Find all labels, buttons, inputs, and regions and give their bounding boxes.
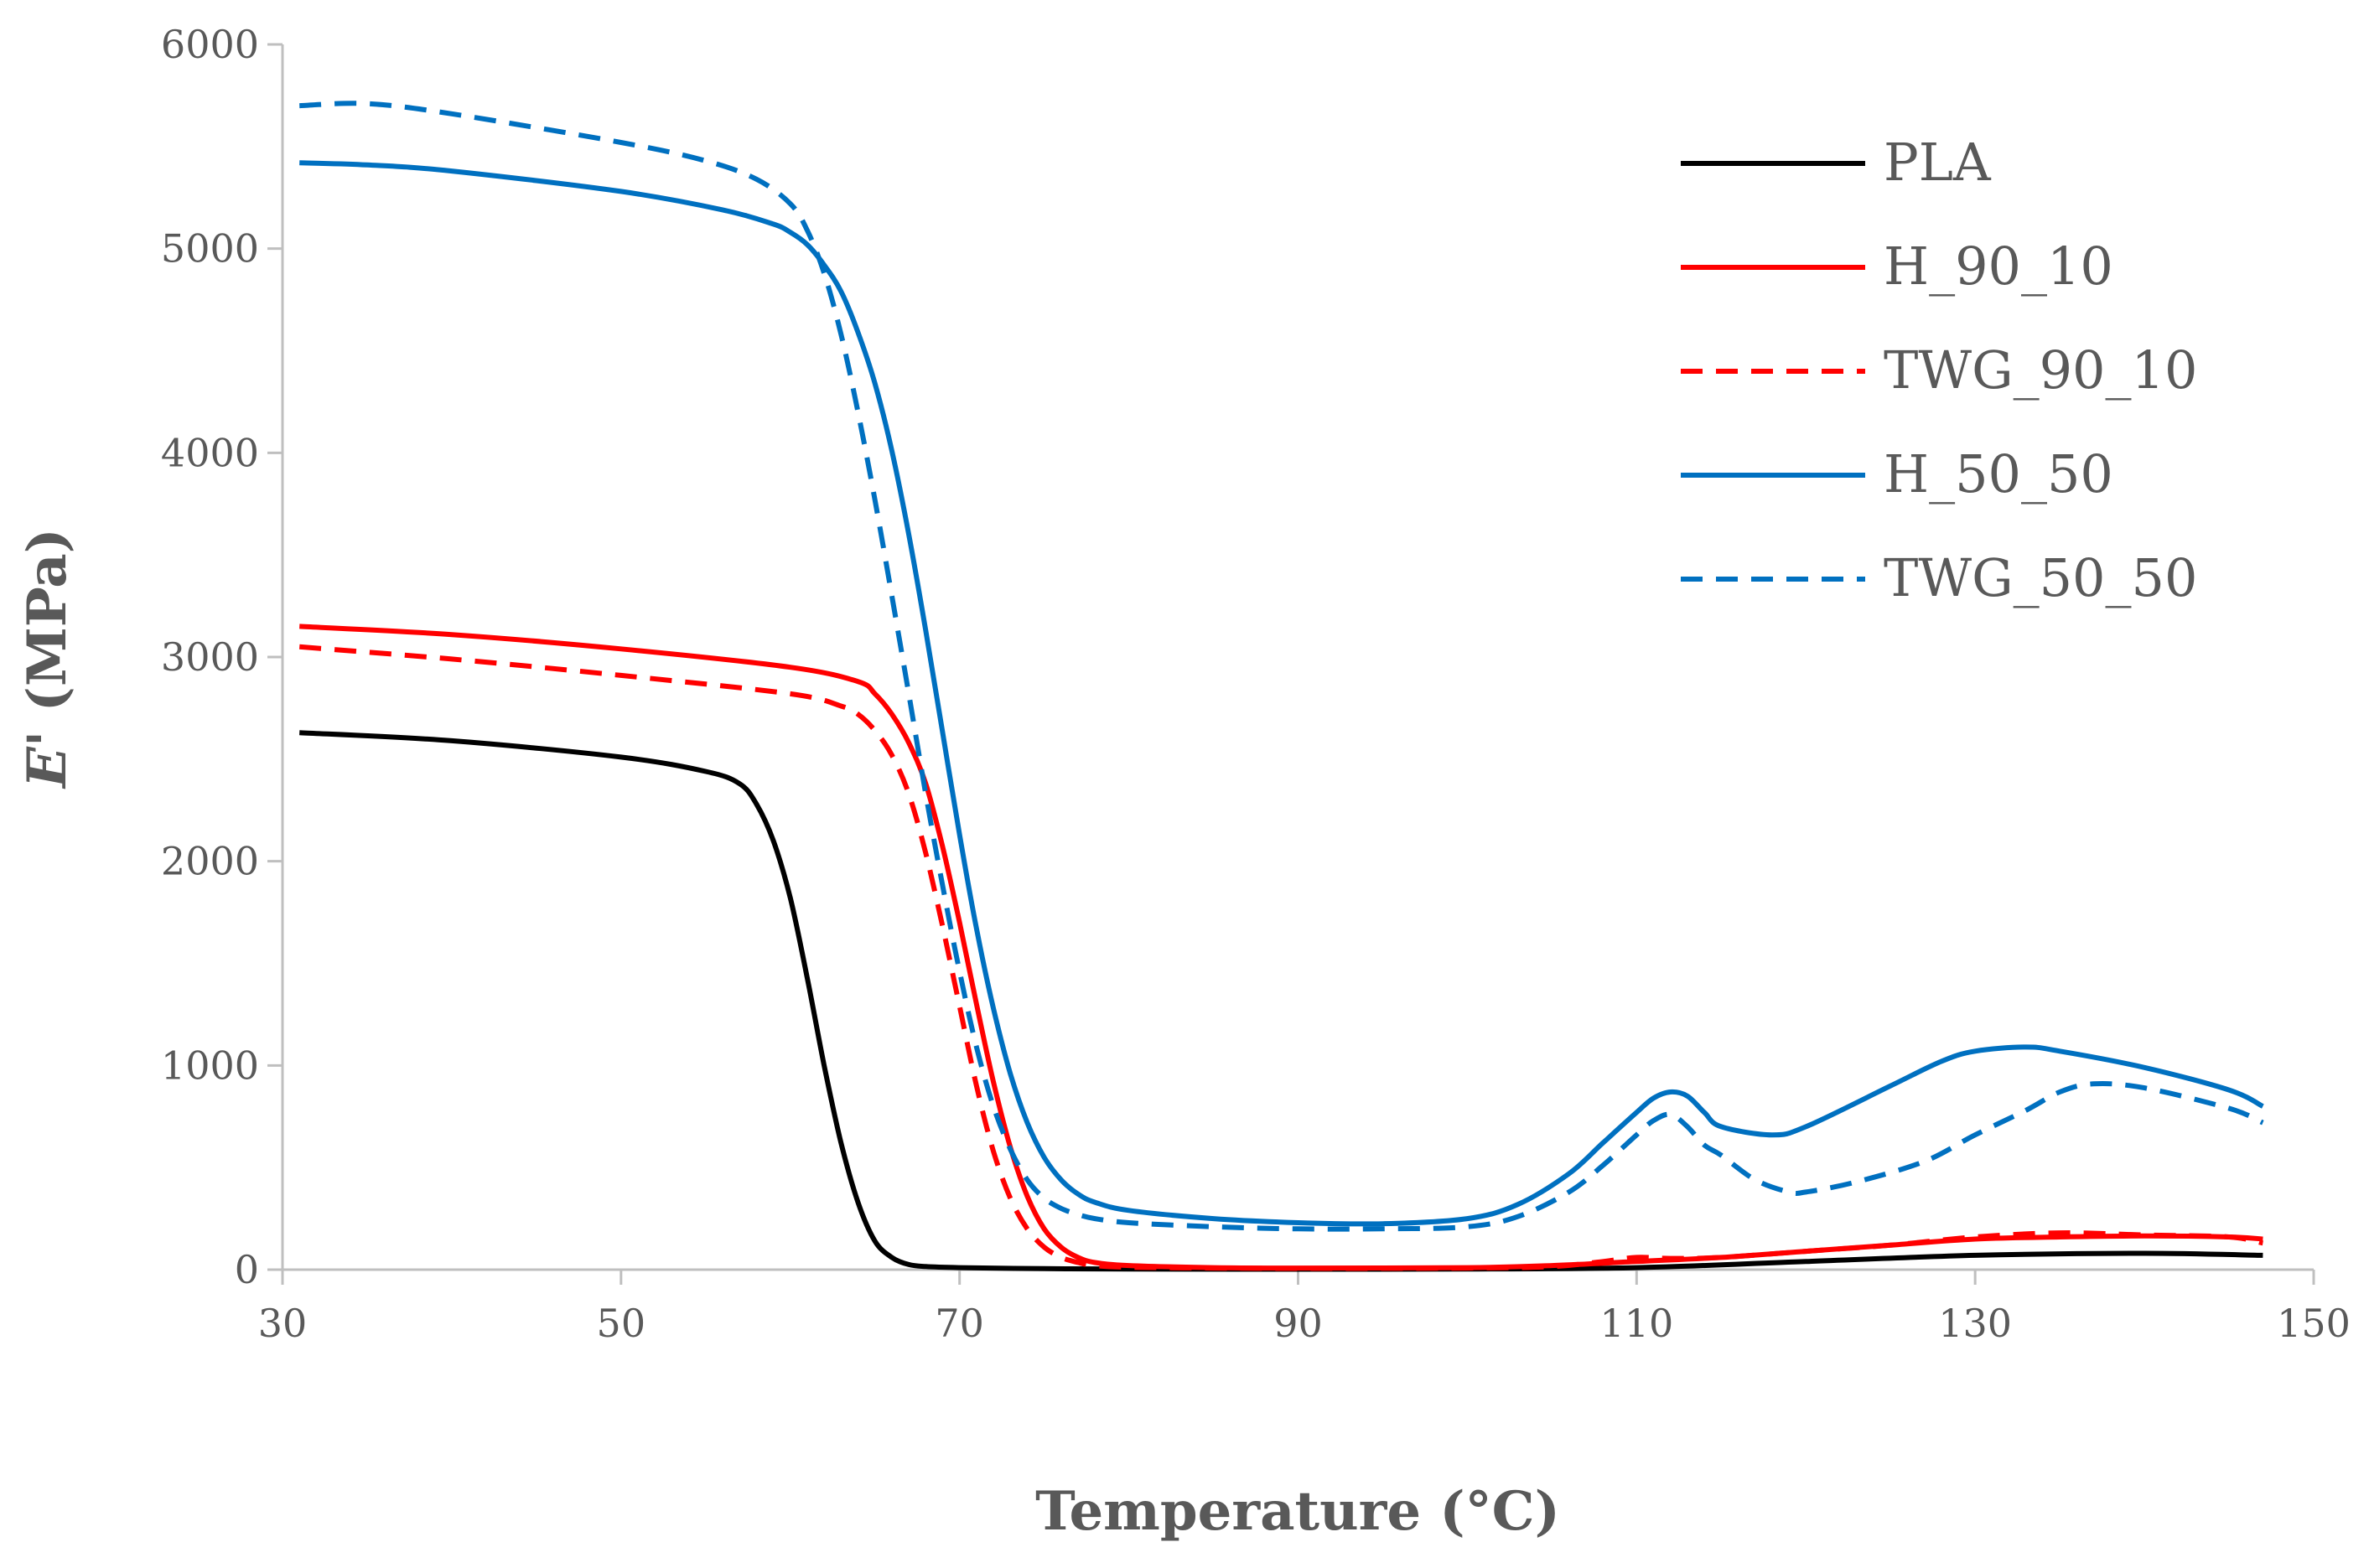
x-tick-label: 150 [2277,1301,2351,1346]
y-axis-title: E' (MPa) [16,528,79,789]
x-tick-label: 130 [1938,1301,2012,1346]
legend: PLA H_90_10 TWG_90_10 H_50_50 TWG_50_50 [1681,132,2197,608]
x-tick-label: 110 [1599,1301,1673,1346]
legend-label-h-50-50: H_50_50 [1884,443,2113,505]
legend-label-h-90-10: H_90_10 [1884,235,2113,297]
y-axis-title-unit: (MPa) [16,528,79,731]
x-tick-label: 50 [597,1301,646,1346]
x-tick-label: 90 [1273,1301,1323,1346]
series-line-twg-90-10 [298,644,2264,1271]
series-line-h-50-50 [299,160,2264,1227]
plot-area: 0 1000 2000 3000 4000 5000 6000 30 50 70 90 110 130… [161,22,2351,1346]
y-axis-title-symbol: E' [16,731,79,789]
legend-label-twg-90-10: TWG_90_10 [1884,339,2197,401]
y-tick-label: 0 [235,1247,259,1292]
y-tick-label: 5000 [161,226,259,272]
y-tick-label: 3000 [161,634,259,680]
x-tick-label: 70 [935,1301,984,1346]
x-tick-label: 30 [258,1301,308,1346]
y-tick-label: 2000 [161,839,259,884]
y-tick-label: 4000 [161,430,259,475]
series-lines [298,101,2264,1272]
y-axis-ticks: 0 1000 2000 3000 4000 5000 6000 [161,22,283,1292]
legend-label-twg-50-50: TWG_50_50 [1884,547,2197,608]
y-tick-label: 1000 [161,1043,259,1088]
series-line-pla [299,730,2263,1272]
x-axis-ticks: 30 50 70 90 110 130 150 [258,1270,2351,1346]
series-line-h-90-10 [299,624,2263,1271]
series-line-twg-50-50 [299,101,2264,1232]
y-tick-label: 6000 [161,22,259,67]
legend-label-pla: PLA [1884,132,1992,193]
x-axis-title: Temperature (°C) [1035,1480,1560,1543]
